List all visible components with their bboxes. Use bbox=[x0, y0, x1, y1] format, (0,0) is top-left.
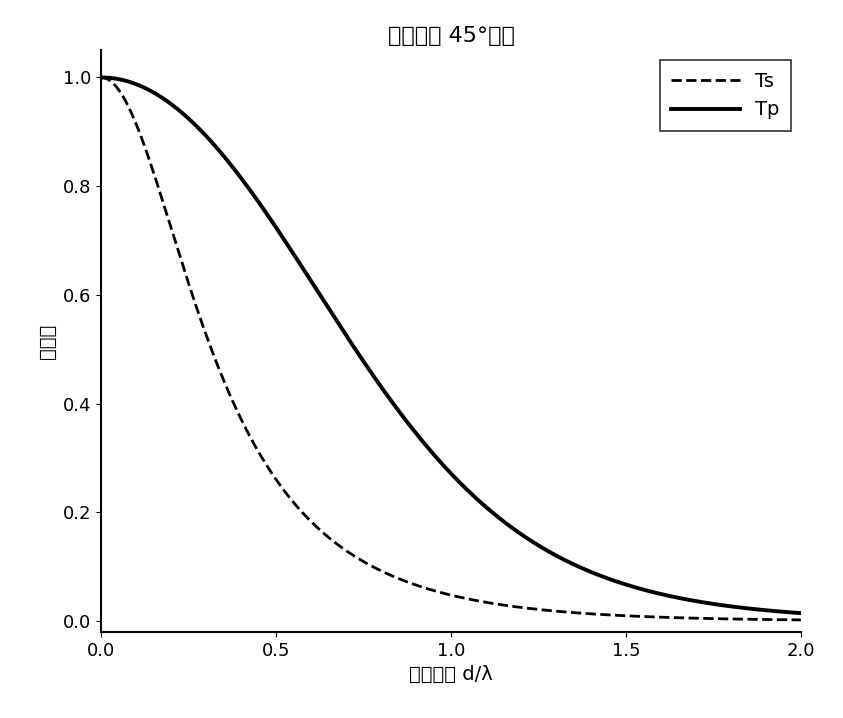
Ts bbox=[776, 615, 786, 624]
Tp bbox=[796, 609, 806, 617]
Tp bbox=[96, 73, 106, 82]
X-axis label: 相对间隔 d/λ: 相对间隔 d/λ bbox=[409, 665, 493, 684]
Legend: Ts, Tp: Ts, Tp bbox=[660, 60, 791, 131]
Ts bbox=[418, 583, 428, 592]
Tp bbox=[647, 587, 658, 596]
Ts bbox=[776, 615, 786, 624]
Ts bbox=[96, 73, 106, 82]
Tp bbox=[776, 607, 786, 616]
Ts bbox=[437, 588, 447, 597]
Tp bbox=[776, 607, 786, 616]
Title: 熔融石英 45°入射: 熔融石英 45°入射 bbox=[388, 26, 514, 46]
Tp bbox=[437, 459, 447, 467]
Line: Ts: Ts bbox=[101, 78, 801, 620]
Ts bbox=[132, 121, 142, 130]
Line: Tp: Tp bbox=[101, 78, 801, 613]
Y-axis label: 透过率: 透过率 bbox=[39, 323, 57, 359]
Tp bbox=[418, 437, 428, 446]
Ts bbox=[796, 615, 806, 624]
Tp bbox=[132, 80, 142, 89]
Ts bbox=[647, 612, 658, 621]
